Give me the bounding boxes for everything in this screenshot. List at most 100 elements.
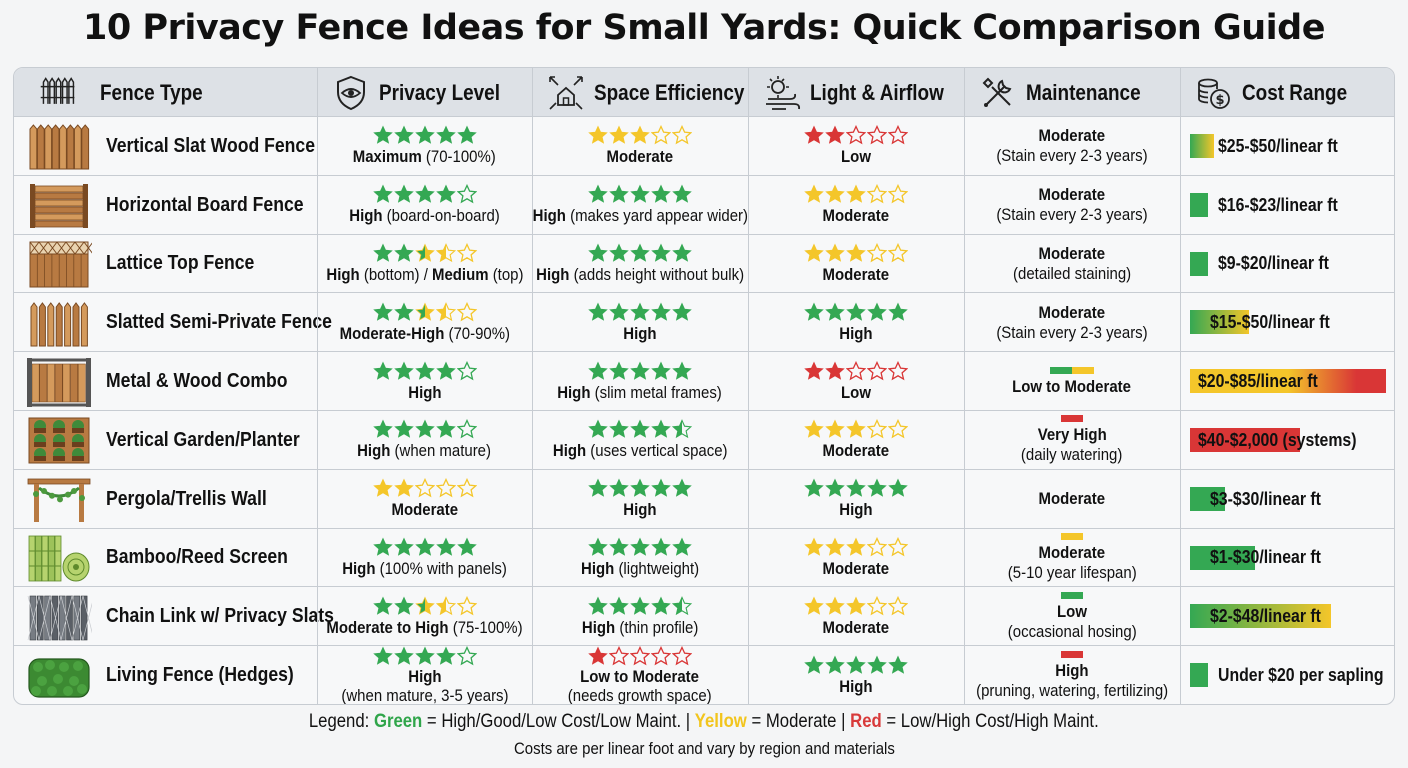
svg-text:$: $ <box>1215 93 1224 108</box>
star-icon-0 <box>588 478 608 497</box>
cost-text: $25-$50/linear ft <box>1218 135 1338 156</box>
star-icon-4 <box>672 361 692 380</box>
privacy-cell: High <box>317 352 532 411</box>
maintenance-title: Low to Moderate <box>1012 376 1132 396</box>
column-divider <box>1180 68 1181 704</box>
star-rating <box>372 478 477 499</box>
rating-text: High <box>623 323 657 343</box>
page-title: 10 Privacy Fence Ideas for Small Yards: … <box>83 8 1325 48</box>
light-cell: High <box>748 470 964 529</box>
maintenance-subtext: (detailed staining) <box>1012 263 1132 283</box>
star-outline-icon-4 <box>888 184 908 204</box>
star-outline-icon-3 <box>651 646 671 666</box>
maintenance-title: Moderate <box>1038 185 1106 205</box>
header-label: Space Efficiency <box>594 79 745 105</box>
privacy-cell: High (100% with panels) <box>317 529 532 588</box>
star-rating <box>804 536 908 558</box>
rating-text: Moderate-High (70-90%) <box>339 323 510 343</box>
rating-text: High (thin profile) <box>581 617 699 637</box>
table-row: Horizontal Board Fence High (board-on-boa… <box>14 176 1394 235</box>
maintenance-subtext: (5-10 year lifespan) <box>1007 562 1137 582</box>
maintenance-cell: Moderate (detailed staining) <box>964 235 1180 294</box>
star-rating <box>804 125 908 146</box>
star-icon-2 <box>630 361 650 380</box>
star-icon-3 <box>651 243 671 262</box>
fence-type-cell: Chain Link w/ Privacy Slats <box>14 587 334 646</box>
bamboo-reed-screen-icon <box>26 533 92 583</box>
star-icon-0 <box>804 243 824 262</box>
star-icon-0 <box>588 646 608 665</box>
rating-text: Moderate to High (75-100%) <box>326 617 523 637</box>
star-icon-1 <box>393 184 414 203</box>
star-icon-1 <box>609 361 629 380</box>
star-icon-0 <box>804 302 824 321</box>
table-row: Vertical Garden/Planter High (when mature… <box>14 411 1394 470</box>
star-icon-0 <box>804 184 824 203</box>
rating-text: Low <box>841 147 871 167</box>
sun-wind-icon <box>762 73 802 113</box>
fence-type-cell: Metal & Wood Combo <box>14 352 317 411</box>
rating-text: Moderate <box>822 206 890 226</box>
fence-type-cell: Vertical Garden/Planter <box>14 411 317 470</box>
table-row: Pergola/Trellis Wall Moderate High High Mode… <box>14 470 1394 529</box>
star-icon-0 <box>804 655 824 674</box>
star-icon-4 <box>672 184 692 203</box>
cost-level-bar <box>1190 192 1208 217</box>
fence-icon <box>38 73 78 113</box>
rating-text: High (when mature) <box>357 441 492 461</box>
legend-yellow-text: = Moderate | <box>746 711 851 732</box>
star-icon-3 <box>435 537 456 556</box>
star-icon-4 <box>672 243 692 262</box>
star-icon-3 <box>867 478 887 497</box>
star-outline-icon-3 <box>867 360 887 380</box>
star-icon-1 <box>393 646 414 665</box>
star-outline-icon-4 <box>672 125 692 145</box>
star-icon-4 <box>456 537 477 556</box>
table-row: Chain Link w/ Privacy Slats Moderate to H… <box>14 587 1394 647</box>
star-outline-icon-4 <box>456 360 477 380</box>
star-icon-1 <box>609 596 629 615</box>
header-cell-2: Space Efficiency <box>532 68 748 117</box>
star-outline-icon-3 <box>651 125 671 145</box>
rating-text: High (adds height without bulk) <box>536 264 744 284</box>
cost-cell: $9-$20/linear ft <box>1180 235 1394 294</box>
house-arrows-icon <box>546 73 586 113</box>
star-icon-1 <box>825 537 845 556</box>
star-icon-2 <box>846 184 866 203</box>
table-row: Bamboo/Reed Screen High (100% with panels… <box>14 529 1394 588</box>
star-rating <box>372 242 477 264</box>
coins-icon: $ <box>1194 73 1234 113</box>
star-outline-icon-2 <box>846 360 866 380</box>
privacy-cell: High (board-on-board) <box>317 176 532 235</box>
star-icon-0 <box>804 478 824 497</box>
star-outline-icon-4 <box>888 360 908 380</box>
star-outline-icon-4 <box>672 646 692 666</box>
fence-name: Vertical Slat Wood Fence <box>106 134 315 157</box>
cost-level-bar <box>1190 663 1208 688</box>
maintenance-subtext: (pruning, watering, fertilizing) <box>975 680 1169 700</box>
star-rating <box>588 478 692 499</box>
cost-level-bar <box>1190 134 1214 158</box>
light-cell: Moderate <box>748 529 964 588</box>
star-outline-icon-4 <box>456 646 477 666</box>
star-icon-0 <box>588 537 608 556</box>
rating-text: Moderate <box>391 500 458 520</box>
cost-cell: $2-$48/linear ft <box>1180 587 1394 646</box>
star-rating <box>804 595 908 617</box>
star-rating <box>588 243 692 264</box>
star-icon-2 <box>846 243 866 262</box>
star-icon-2 <box>630 125 650 145</box>
rating-text: High (100% with panels) <box>342 558 507 578</box>
star-icon-1 <box>825 302 845 321</box>
star-outline-icon-4 <box>888 419 908 439</box>
star-rating <box>804 242 908 264</box>
cost-cell: Under $20 per sapling <box>1180 646 1394 704</box>
rating-text: Moderate <box>822 441 890 461</box>
maintenance-cell: Moderate (Stain every 2-3 years) <box>964 293 1180 352</box>
star-icon-0 <box>372 537 393 556</box>
cost-cell: $1-$30/linear ft <box>1180 529 1394 588</box>
header-label: Maintenance <box>1026 79 1141 105</box>
maintenance-cell: High (pruning, watering, fertilizing) <box>964 646 1180 704</box>
star-half-icon-4 <box>672 419 692 439</box>
star-icon-4 <box>672 478 692 497</box>
